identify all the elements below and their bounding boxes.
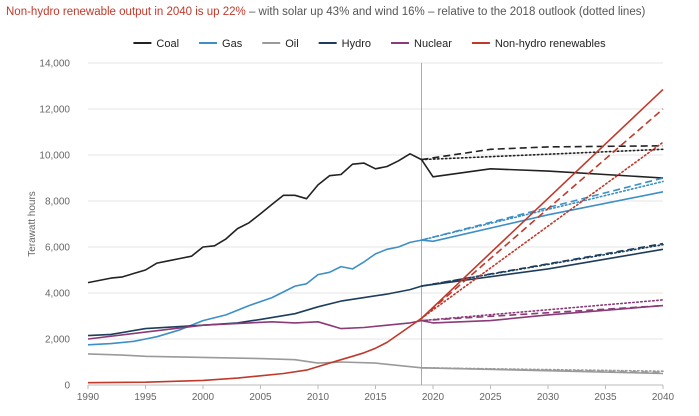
y-tick-label: 0 <box>64 381 70 392</box>
series-coal <box>87 145 664 284</box>
hydro-history-line <box>87 285 422 337</box>
y-tick-label: 12,000 <box>39 105 70 116</box>
y-tick-label: 8,000 <box>45 197 70 208</box>
chart-title-rest: – with solar up 43% and wind 16% – relat… <box>245 6 646 18</box>
nuclear-projection-line <box>421 304 664 324</box>
hydro-dashed-projection-line <box>421 242 664 287</box>
y-tick-label: 4,000 <box>45 289 70 300</box>
legend-label-oil: Oil <box>285 38 298 50</box>
legend: Coal Gas Oil Hydro Nuclear Non-hydro renewabl… <box>133 38 606 50</box>
gas-projection-line <box>421 191 664 243</box>
legend-label-hydro: Hydro <box>342 38 371 50</box>
non-hydro-renewables-dashed-projection-line <box>420 108 664 319</box>
y-axis-ticks: 0 2,000 4,000 6,000 8,000 10,000 12,000 14,000 <box>39 59 70 392</box>
chart-title-highlight: Non-hydro renewable output in 2040 is up… <box>6 6 246 18</box>
x-tick-label: 1990 <box>77 392 100 403</box>
series-nuclear <box>87 299 664 340</box>
y-tick-label: 2,000 <box>45 335 70 346</box>
gas-2018-outlook-line <box>420 180 664 241</box>
non-hydro-renewables-2018-outlook-line <box>420 141 664 320</box>
series-lines <box>87 88 664 384</box>
y-axis-title: Terawatt hours <box>27 191 38 257</box>
series-gas <box>87 177 664 346</box>
x-tick-label: 2020 <box>422 392 445 403</box>
coal-projection-line <box>420 159 664 179</box>
x-tick-label: 2010 <box>307 392 330 403</box>
gridlines <box>88 62 663 340</box>
coal-dashed-projection-line <box>421 145 664 161</box>
legend-label-gas: Gas <box>222 38 243 50</box>
x-tick-label: 2000 <box>192 392 215 403</box>
x-tick-label: 2005 <box>249 392 272 403</box>
x-tick-label: 2015 <box>364 392 387 403</box>
coal-history-line <box>87 153 422 284</box>
gas-history-line <box>87 239 422 346</box>
legend-label-nuclear: Nuclear <box>414 38 452 50</box>
hydro-projection-line <box>421 248 664 287</box>
series-non-hydro-renewables <box>87 88 664 384</box>
x-tick-label: 2040 <box>652 392 675 403</box>
y-tick-label: 10,000 <box>39 151 70 162</box>
x-tick-label: 2025 <box>479 392 502 403</box>
y-tick-label: 14,000 <box>39 59 70 70</box>
x-tick-label: 2035 <box>594 392 617 403</box>
oil-dashed-projection-line <box>421 367 664 374</box>
x-tick-label: 2030 <box>537 392 560 403</box>
series-hydro <box>87 242 664 337</box>
legend-label-coal: Coal <box>156 38 179 50</box>
gas-dashed-projection-line <box>421 177 664 241</box>
non-hydro-renewables-projection-line <box>420 88 664 319</box>
series-oil <box>87 353 664 375</box>
nuclear-history-line <box>87 319 422 340</box>
non-hydro-renewables-history-line <box>87 317 422 384</box>
coal-2018-outlook-line <box>420 148 664 161</box>
nuclear-2018-outlook-line <box>420 299 664 322</box>
y-tick-label: 6,000 <box>45 243 70 254</box>
x-tick-label: 1995 <box>134 392 157 403</box>
legend-label-non-hydro-renewables: Non-hydro renewables <box>495 38 606 50</box>
x-axis-ticks: 1990 1995 2000 2005 2010 2015 2020 2025 2030 2035… <box>77 385 675 403</box>
oil-history-line <box>87 353 422 369</box>
chart-title: Non-hydro renewable output in 2040 is up… <box>6 6 645 18</box>
oil-projection-line <box>421 367 664 375</box>
